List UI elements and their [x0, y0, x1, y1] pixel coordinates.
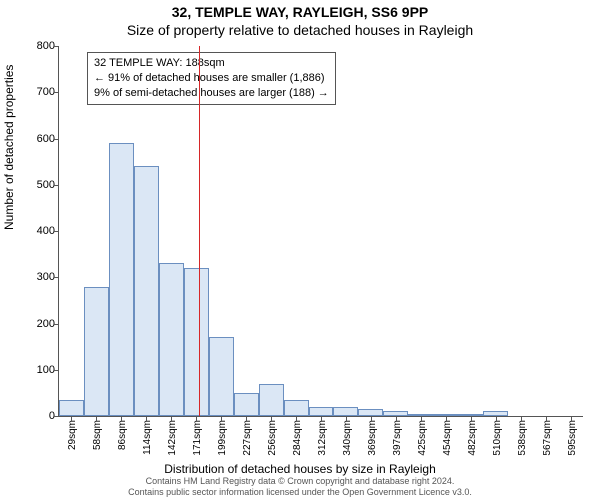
y-tick-label: 200: [37, 318, 55, 330]
x-tick-label: 312sqm: [317, 420, 328, 456]
x-tick-mark: [246, 416, 247, 421]
histogram-bar: [333, 407, 358, 416]
x-tick-mark: [496, 416, 497, 421]
x-tick-label: 595sqm: [567, 420, 578, 456]
x-tick-label: 284sqm: [292, 420, 303, 456]
y-tick-mark: [54, 277, 59, 278]
histogram-bar: [134, 166, 159, 416]
y-tick-label: 300: [37, 271, 55, 283]
chart-container: 32, TEMPLE WAY, RAYLEIGH, SS6 9PP Size o…: [0, 0, 600, 500]
x-tick-label: 58sqm: [92, 420, 103, 450]
annotation-line1: 32 TEMPLE WAY: 188sqm: [94, 56, 329, 71]
plot-area: 32 TEMPLE WAY: 188sqm ← 91% of detached …: [58, 46, 583, 417]
histogram-bar: [259, 384, 284, 416]
histogram-bar: [109, 143, 134, 416]
x-tick-label: 86sqm: [117, 420, 128, 450]
x-tick-mark: [471, 416, 472, 421]
reference-line: [199, 46, 200, 416]
x-tick-label: 567sqm: [542, 420, 553, 456]
x-tick-mark: [421, 416, 422, 421]
y-tick-label: 500: [37, 179, 55, 191]
x-tick-mark: [221, 416, 222, 421]
histogram-bar: [59, 400, 84, 416]
x-tick-mark: [196, 416, 197, 421]
y-tick-mark: [54, 46, 59, 47]
x-tick-label: 29sqm: [67, 420, 78, 450]
x-tick-label: 482sqm: [467, 420, 478, 456]
x-axis-label: Distribution of detached houses by size …: [0, 462, 600, 476]
x-tick-label: 340sqm: [342, 420, 353, 456]
x-tick-mark: [371, 416, 372, 421]
page-title-line2: Size of property relative to detached ho…: [0, 22, 600, 38]
x-tick-label: 369sqm: [367, 420, 378, 456]
y-tick-mark: [54, 370, 59, 371]
x-tick-mark: [121, 416, 122, 421]
histogram-bar: [234, 393, 259, 416]
x-tick-mark: [296, 416, 297, 421]
y-tick-mark: [54, 185, 59, 186]
x-tick-label: 510sqm: [492, 420, 503, 456]
histogram-bar: [209, 337, 234, 416]
histogram-bar: [358, 409, 383, 416]
histogram-bar: [159, 263, 184, 416]
y-tick-mark: [54, 139, 59, 140]
x-tick-mark: [546, 416, 547, 421]
x-tick-mark: [71, 416, 72, 421]
x-tick-mark: [396, 416, 397, 421]
histogram-bar: [184, 268, 209, 416]
y-tick-mark: [54, 416, 59, 417]
x-tick-mark: [446, 416, 447, 421]
annotation-line2: ← 91% of detached houses are smaller (1,…: [94, 71, 329, 86]
y-tick-mark: [54, 231, 59, 232]
x-tick-label: 256sqm: [267, 420, 278, 456]
annotation-line3: 9% of semi-detached houses are larger (1…: [94, 86, 329, 101]
credits-line2: Contains public sector information licen…: [0, 487, 600, 498]
histogram-bar: [284, 400, 309, 416]
y-tick-label: 800: [37, 40, 55, 52]
x-tick-mark: [321, 416, 322, 421]
x-tick-mark: [521, 416, 522, 421]
y-tick-mark: [54, 324, 59, 325]
histogram-bar: [84, 287, 109, 417]
x-tick-label: 227sqm: [242, 420, 253, 456]
x-tick-label: 142sqm: [167, 420, 178, 456]
x-tick-label: 425sqm: [417, 420, 428, 456]
x-tick-label: 397sqm: [392, 420, 403, 456]
y-axis-label: Number of detached properties: [2, 65, 16, 230]
x-tick-label: 538sqm: [517, 420, 528, 456]
x-tick-mark: [146, 416, 147, 421]
y-tick-label: 400: [37, 225, 55, 237]
annotation-box: 32 TEMPLE WAY: 188sqm ← 91% of detached …: [87, 52, 336, 105]
x-tick-mark: [96, 416, 97, 421]
x-tick-label: 199sqm: [217, 420, 228, 456]
x-tick-label: 114sqm: [142, 420, 153, 455]
y-tick-label: 600: [37, 133, 55, 145]
x-tick-mark: [571, 416, 572, 421]
x-tick-mark: [346, 416, 347, 421]
y-tick-mark: [54, 92, 59, 93]
y-tick-label: 700: [37, 86, 55, 98]
credits-line1: Contains HM Land Registry data © Crown c…: [0, 476, 600, 487]
y-tick-label: 100: [37, 364, 55, 376]
x-tick-label: 171sqm: [192, 420, 203, 456]
x-tick-label: 454sqm: [442, 420, 453, 456]
credits: Contains HM Land Registry data © Crown c…: [0, 476, 600, 499]
histogram-bar: [309, 407, 334, 416]
x-tick-mark: [171, 416, 172, 421]
page-title-line1: 32, TEMPLE WAY, RAYLEIGH, SS6 9PP: [0, 4, 600, 20]
x-tick-mark: [271, 416, 272, 421]
